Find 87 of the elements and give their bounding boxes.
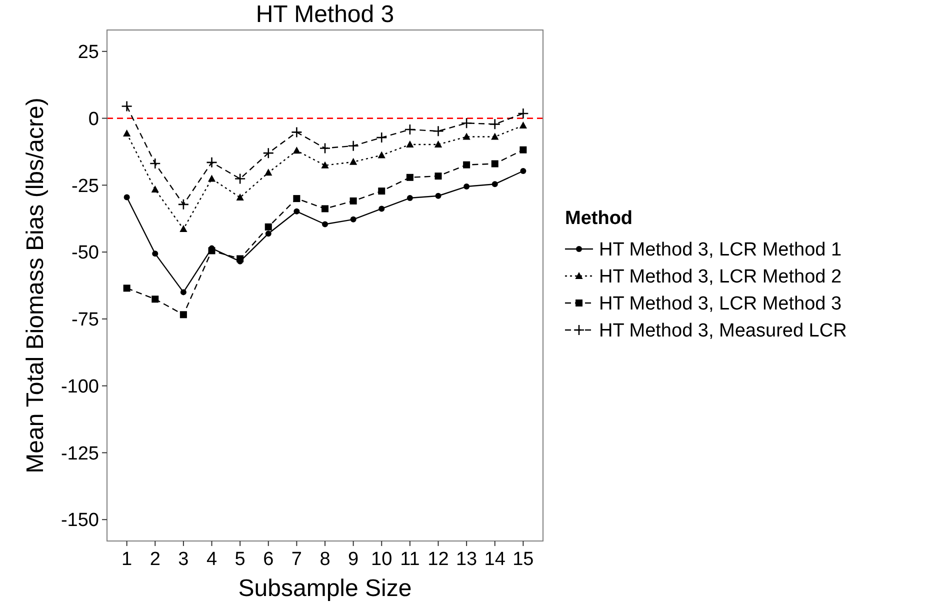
x-tick-label: 15 xyxy=(512,549,534,570)
x-tick-label: 4 xyxy=(206,549,218,570)
x-tick-label: 6 xyxy=(263,549,274,570)
y-tick-label: -150 xyxy=(60,510,99,532)
point xyxy=(208,174,216,182)
point xyxy=(492,181,498,188)
point xyxy=(236,193,244,200)
point xyxy=(292,146,300,154)
y-tick-label: -75 xyxy=(72,310,99,331)
point xyxy=(291,126,302,138)
x-tick-label: 5 xyxy=(234,549,246,570)
point xyxy=(520,168,526,174)
point xyxy=(350,158,358,165)
point xyxy=(151,185,159,192)
point xyxy=(149,158,161,170)
x-tick-label: 3 xyxy=(178,549,189,570)
point xyxy=(520,146,527,154)
x-tick-label: 1 xyxy=(122,549,132,570)
chart-title: HT Method 3 xyxy=(256,1,394,28)
point xyxy=(152,250,158,257)
point xyxy=(518,108,529,120)
x-axis-title: Subsample Size xyxy=(238,575,412,602)
x-tick-label: 8 xyxy=(320,549,330,570)
x-tick-label: 9 xyxy=(348,549,359,570)
point xyxy=(348,140,359,152)
point xyxy=(180,289,186,296)
point xyxy=(435,192,442,199)
y-tick-label: 0 xyxy=(88,108,99,130)
point xyxy=(491,160,498,168)
point xyxy=(519,122,527,129)
point xyxy=(460,117,472,129)
y-tick-label: -125 xyxy=(60,443,99,464)
point xyxy=(294,208,300,214)
x-tick-label: 2 xyxy=(150,549,160,570)
point xyxy=(121,100,132,112)
point xyxy=(406,195,413,202)
point xyxy=(406,140,414,148)
point xyxy=(376,132,388,144)
x-tick-label: 13 xyxy=(456,549,478,570)
point xyxy=(124,194,130,200)
point xyxy=(264,168,272,176)
point xyxy=(350,197,357,204)
point xyxy=(293,195,300,202)
legend-label: HT Method 3, LCR Method 3 xyxy=(599,294,842,315)
point xyxy=(462,132,470,140)
y-axis-title: Mean Total Biomass Bias (lbs/acre) xyxy=(22,98,49,474)
x-tick-label: 14 xyxy=(484,549,506,570)
point xyxy=(489,118,501,130)
point xyxy=(463,161,470,168)
point xyxy=(262,147,274,159)
x-tick-label: 11 xyxy=(400,549,420,570)
y-tick-label: -50 xyxy=(72,242,99,264)
point xyxy=(234,173,246,184)
point xyxy=(319,142,331,154)
point xyxy=(378,151,386,158)
x-tick-label: 7 xyxy=(291,549,302,570)
point xyxy=(178,198,190,210)
point xyxy=(265,230,272,237)
point xyxy=(264,223,272,230)
legend-label: HT Method 3, LCR Method 1 xyxy=(599,240,842,261)
point xyxy=(321,161,329,168)
y-tick-label: -25 xyxy=(72,176,99,197)
y-tick-label: -100 xyxy=(60,376,99,398)
point xyxy=(180,311,187,318)
point xyxy=(432,125,444,137)
point xyxy=(491,132,499,140)
point xyxy=(378,206,385,212)
x-tick-label: 10 xyxy=(371,549,392,570)
y-tick-label: 25 xyxy=(78,42,99,64)
x-tick-label: 12 xyxy=(428,549,449,570)
legend-title: Method xyxy=(565,208,633,229)
point xyxy=(123,284,130,292)
point xyxy=(464,184,470,190)
legend-label: HT Method 3, Measured LCR xyxy=(599,320,847,342)
legend-label: HT Method 3, LCR Method 2 xyxy=(599,266,842,288)
point xyxy=(322,205,328,212)
point xyxy=(350,216,356,222)
point xyxy=(406,174,414,181)
point xyxy=(152,296,159,303)
point xyxy=(378,188,386,195)
point xyxy=(123,130,131,137)
point xyxy=(434,140,442,148)
point xyxy=(322,221,328,228)
point xyxy=(180,225,188,232)
point xyxy=(404,124,416,136)
point xyxy=(206,156,218,168)
point xyxy=(434,172,442,180)
